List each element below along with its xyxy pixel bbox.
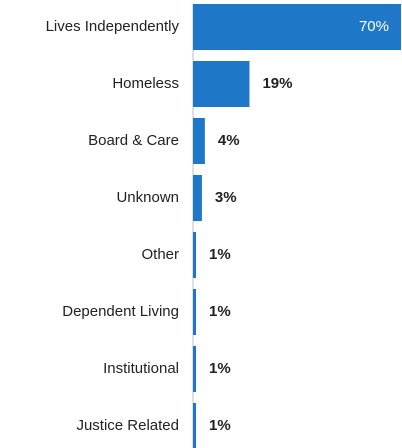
- value-label-2: 4%: [218, 132, 240, 149]
- category-label-5: Dependent Living: [62, 303, 179, 320]
- category-label-0: Lives Independently: [46, 18, 180, 35]
- value-label-4: 1%: [209, 246, 231, 263]
- value-label-1: 19%: [262, 75, 292, 92]
- category-label-6: Institutional: [103, 360, 179, 377]
- labels-layer: Lives Independently 70% Homeless 19% Board &…: [46, 18, 389, 434]
- value-label-5: 1%: [209, 303, 231, 320]
- category-label-4: Other: [141, 246, 179, 263]
- bar-5: [193, 289, 196, 335]
- bar-7: [193, 403, 196, 448]
- bar-0: [193, 4, 401, 50]
- bar-6: [193, 346, 196, 392]
- category-label-2: Board & Care: [88, 132, 179, 149]
- value-label-7: 1%: [209, 417, 231, 434]
- bar-4: [193, 232, 196, 278]
- bar-1: [193, 61, 250, 107]
- value-label-3: 3%: [215, 189, 237, 206]
- value-label-6: 1%: [209, 360, 231, 377]
- category-label-7: Justice Related: [76, 417, 179, 434]
- value-label-0: 70%: [359, 18, 389, 35]
- bars-layer: [192, 4, 401, 448]
- bar-2: [193, 118, 205, 164]
- category-label-1: Homeless: [112, 75, 179, 92]
- category-label-3: Unknown: [116, 189, 179, 206]
- bar-3: [193, 175, 202, 221]
